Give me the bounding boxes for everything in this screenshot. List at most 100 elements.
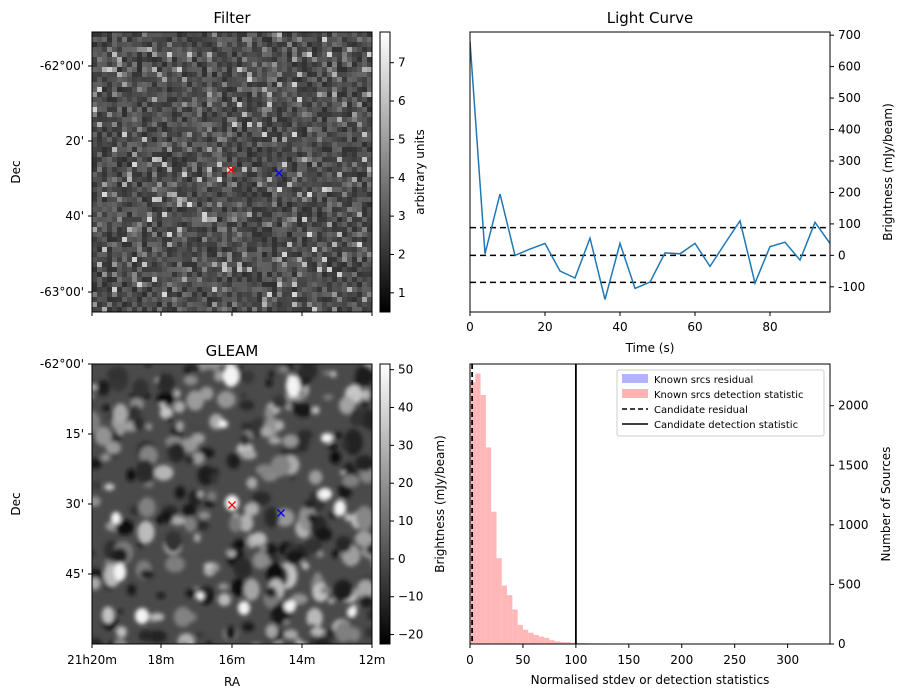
filter-pixel	[247, 252, 253, 258]
filter-pixel	[197, 77, 203, 83]
filter-pixel	[322, 82, 328, 88]
filter-pixel	[92, 177, 98, 183]
filter-pixel	[197, 112, 203, 118]
filter-pixel	[262, 197, 268, 203]
filter-pixel	[337, 47, 343, 53]
gleam-bright-source	[223, 365, 239, 387]
filter-pixel	[142, 67, 148, 73]
filter-pixel	[142, 112, 148, 118]
filter-pixel	[107, 302, 113, 308]
filter-pixel	[282, 157, 288, 163]
filter-pixel	[197, 252, 203, 258]
filter-pixel	[202, 92, 208, 98]
filter-pixel	[342, 97, 348, 103]
filter-pixel	[167, 107, 173, 113]
filter-pixel	[237, 212, 243, 218]
filter-pixel	[157, 242, 163, 248]
filter-pixel	[197, 152, 203, 158]
filter-pixel	[152, 137, 158, 143]
filter-pixel	[117, 87, 123, 93]
filter-pixel	[227, 57, 233, 63]
filter-pixel	[162, 107, 168, 113]
filter-pixel	[317, 32, 323, 38]
filter-pixel	[147, 52, 153, 58]
filter-pixel	[107, 157, 113, 163]
gleam-markers	[228, 501, 285, 517]
filter-pixel	[97, 132, 103, 138]
filter-pixel	[197, 47, 203, 53]
filter-pixel	[167, 102, 173, 108]
filter-pixel	[267, 177, 273, 183]
filter-pixel	[112, 142, 118, 148]
filter-pixel	[362, 187, 368, 193]
filter-pixel	[272, 142, 278, 148]
filter-pixel	[207, 97, 213, 103]
filter-pixel	[322, 37, 328, 43]
filter-pixel	[217, 237, 223, 243]
filter-pixel	[172, 127, 178, 133]
filter-pixel	[217, 252, 223, 258]
gleam-blob	[329, 370, 337, 378]
filter-pixel	[142, 72, 148, 78]
filter-pixel	[312, 187, 318, 193]
filter-pixel	[192, 142, 198, 148]
filter-pixel	[142, 102, 148, 108]
light-curve-x-ticks: 0 20 40 60 80	[466, 312, 778, 334]
filter-pixel	[187, 207, 193, 213]
filter-pixel	[282, 262, 288, 268]
filter-pixel	[122, 102, 128, 108]
filter-pixel	[187, 307, 193, 312]
filter-pixel	[307, 77, 313, 83]
filter-pixel	[337, 87, 343, 93]
filter-pixel	[292, 157, 298, 163]
filter-pixel	[342, 117, 348, 123]
filter-pixel	[147, 227, 153, 233]
filter-pixel	[252, 207, 258, 213]
filter-pixel	[287, 37, 293, 43]
filter-pixel	[327, 202, 333, 208]
filter-pixel	[97, 247, 103, 253]
filter-pixel	[252, 257, 258, 263]
filter-pixel	[292, 127, 298, 133]
filter-pixel	[347, 212, 353, 218]
filter-pixel	[262, 292, 268, 298]
filter-pixel	[357, 67, 363, 73]
filter-pixel	[122, 32, 128, 38]
filter-pixel	[172, 57, 178, 63]
filter-pixel	[337, 187, 343, 193]
filter-pixel	[237, 87, 243, 93]
filter-colorbar-tick-label: 3	[398, 209, 406, 223]
filter-pixel	[352, 237, 358, 243]
filter-pixel	[207, 252, 213, 258]
filter-pixel	[257, 92, 263, 98]
filter-pixel	[117, 177, 123, 183]
filter-pixel	[167, 87, 173, 93]
filter-pixel	[122, 147, 128, 153]
filter-pixel	[102, 237, 108, 243]
filter-pixel	[232, 252, 238, 258]
filter-pixel	[257, 287, 263, 293]
histogram-bar-detection	[533, 635, 539, 644]
filter-pixel	[187, 57, 193, 63]
filter-pixel	[207, 87, 213, 93]
filter-pixel	[237, 82, 243, 88]
filter-pixel	[162, 52, 168, 58]
filter-pixel	[242, 32, 248, 38]
gleam-y-ticks: -62°00'15'30'45'	[40, 357, 92, 581]
filter-pixel	[262, 102, 268, 108]
filter-pixel	[237, 172, 243, 178]
filter-pixel	[137, 257, 143, 263]
filter-pixel	[322, 272, 328, 278]
filter-pixel	[307, 232, 313, 238]
filter-pixel	[347, 92, 353, 98]
filter-pixel	[322, 202, 328, 208]
filter-pixel	[172, 147, 178, 153]
filter-pixel	[347, 202, 353, 208]
filter-markers	[227, 166, 283, 177]
filter-pixel	[167, 282, 173, 288]
filter-pixel	[257, 147, 263, 153]
filter-pixel	[312, 182, 318, 188]
filter-pixel	[217, 262, 223, 268]
filter-pixel	[202, 112, 208, 118]
filter-pixel	[287, 167, 293, 173]
